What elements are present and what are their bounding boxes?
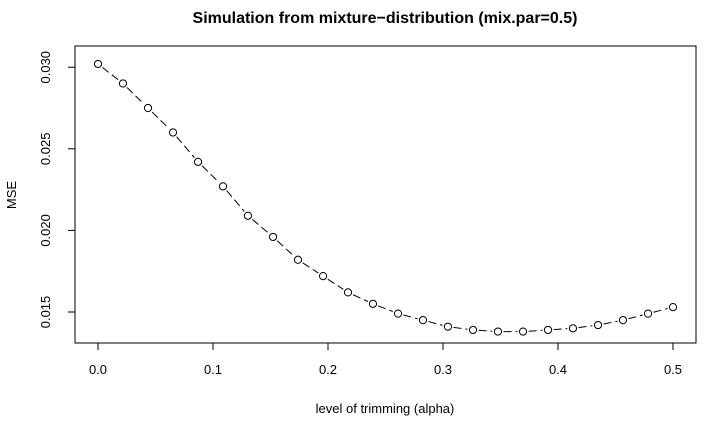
data-point	[618, 316, 628, 325]
series-line	[102, 67, 668, 333]
data-point	[493, 327, 503, 336]
data-point	[443, 322, 453, 331]
data-point	[168, 128, 178, 137]
x-tick-label: 0.5	[664, 362, 682, 377]
y-tick-label: 0.015	[38, 296, 53, 329]
y-tick-label: 0.030	[38, 51, 53, 84]
data-point	[518, 327, 528, 336]
data-point	[368, 299, 378, 308]
x-tick-label: 0.4	[549, 362, 567, 377]
x-tick-label: 0.1	[204, 362, 222, 377]
data-point	[143, 103, 153, 113]
x-tick-label: 0.3	[434, 362, 452, 377]
x-axis: 0.0 0.1 0.2 0.3 0.4 0.5	[89, 342, 682, 377]
x-axis-label: level of trimming (alpha)	[316, 401, 455, 416]
y-tick-label: 0.025	[38, 133, 53, 166]
data-point	[343, 288, 353, 297]
data-point	[668, 302, 678, 312]
data-point	[568, 324, 578, 333]
plot-frame	[74, 45, 697, 344]
data-point	[293, 255, 303, 264]
y-axis-label: MSE	[4, 181, 19, 210]
data-point	[118, 79, 128, 88]
data-point	[643, 309, 653, 318]
data-points	[93, 59, 678, 336]
data-point	[393, 309, 403, 318]
data-point	[593, 320, 603, 330]
data-point	[468, 325, 478, 335]
data-point	[543, 325, 553, 335]
data-point	[318, 271, 328, 281]
data-point	[218, 182, 228, 191]
data-point	[418, 316, 428, 325]
data-point	[243, 211, 253, 220]
data-point	[268, 232, 278, 242]
x-tick-label: 0.0	[89, 362, 107, 377]
y-axis: 0.015 0.020 0.025 0.030	[38, 51, 76, 329]
x-tick-label: 0.2	[319, 362, 337, 377]
data-point	[193, 157, 203, 166]
data-point	[93, 59, 103, 69]
y-tick-label: 0.020	[38, 214, 53, 247]
chart-title: Simulation from mixture−distribution (mi…	[193, 10, 578, 27]
